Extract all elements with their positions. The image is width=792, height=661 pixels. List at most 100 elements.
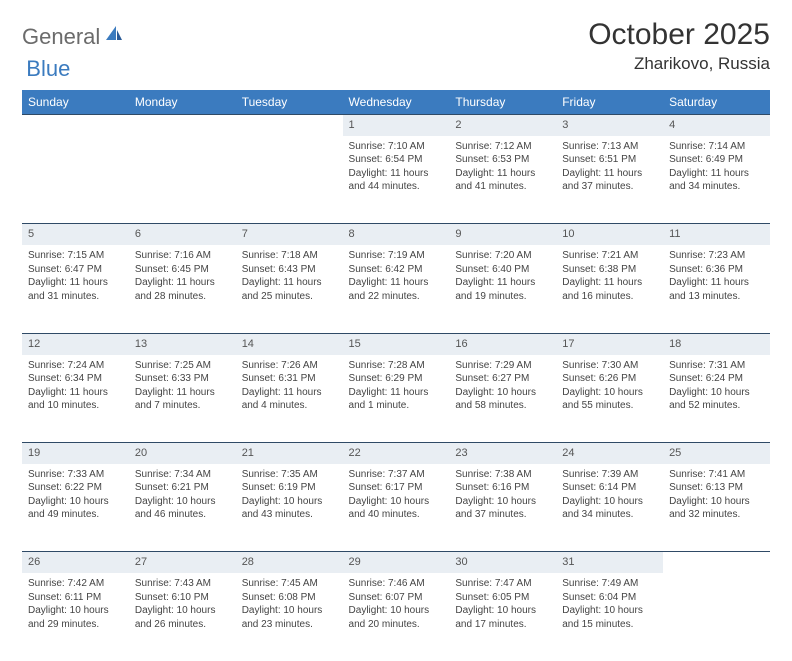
sunrise-text: Sunrise: 7:10 AM [349, 140, 444, 154]
day-cell [22, 136, 129, 224]
sunrise-text: Sunrise: 7:45 AM [242, 577, 337, 591]
daylight-text-1: Daylight: 11 hours [349, 276, 444, 290]
day-number: 15 [343, 333, 450, 354]
daylight-text-2: and 28 minutes. [135, 290, 230, 304]
daylight-text-2: and 29 minutes. [28, 618, 123, 632]
sunrise-text: Sunrise: 7:34 AM [135, 468, 230, 482]
day-content-row: Sunrise: 7:15 AMSunset: 6:47 PMDaylight:… [22, 245, 770, 333]
day-number-row: 12131415161718 [22, 333, 770, 354]
day-number: 10 [556, 224, 663, 245]
daylight-text-2: and 52 minutes. [669, 399, 764, 413]
logo: General [22, 24, 126, 50]
daylight-text-1: Daylight: 10 hours [455, 604, 550, 618]
day-cell: Sunrise: 7:26 AMSunset: 6:31 PMDaylight:… [236, 355, 343, 443]
daylight-text-2: and 34 minutes. [669, 180, 764, 194]
sunset-text: Sunset: 6:22 PM [28, 481, 123, 495]
day-cell [236, 136, 343, 224]
day-cell: Sunrise: 7:19 AMSunset: 6:42 PMDaylight:… [343, 245, 450, 333]
day-cell: Sunrise: 7:34 AMSunset: 6:21 PMDaylight:… [129, 464, 236, 552]
sunset-text: Sunset: 6:17 PM [349, 481, 444, 495]
daylight-text-2: and 1 minute. [349, 399, 444, 413]
sunrise-text: Sunrise: 7:28 AM [349, 359, 444, 373]
day-number: 22 [343, 443, 450, 464]
sunset-text: Sunset: 6:33 PM [135, 372, 230, 386]
weekday-header: Sunday [22, 90, 129, 115]
daylight-text-1: Daylight: 11 hours [669, 276, 764, 290]
sunrise-text: Sunrise: 7:26 AM [242, 359, 337, 373]
sunrise-text: Sunrise: 7:12 AM [455, 140, 550, 154]
daylight-text-1: Daylight: 11 hours [135, 276, 230, 290]
daylight-text-1: Daylight: 10 hours [135, 604, 230, 618]
sunrise-text: Sunrise: 7:21 AM [562, 249, 657, 263]
weekday-header: Friday [556, 90, 663, 115]
sunrise-text: Sunrise: 7:20 AM [455, 249, 550, 263]
day-cell: Sunrise: 7:14 AMSunset: 6:49 PMDaylight:… [663, 136, 770, 224]
sunset-text: Sunset: 6:24 PM [669, 372, 764, 386]
daylight-text-2: and 7 minutes. [135, 399, 230, 413]
daylight-text-1: Daylight: 10 hours [455, 386, 550, 400]
sunrise-text: Sunrise: 7:49 AM [562, 577, 657, 591]
day-number-row: 19202122232425 [22, 443, 770, 464]
sunrise-text: Sunrise: 7:46 AM [349, 577, 444, 591]
title-block: October 2025 Zharikovo, Russia [588, 18, 770, 74]
sunrise-text: Sunrise: 7:31 AM [669, 359, 764, 373]
sunset-text: Sunset: 6:21 PM [135, 481, 230, 495]
daylight-text-2: and 44 minutes. [349, 180, 444, 194]
sunset-text: Sunset: 6:40 PM [455, 263, 550, 277]
daylight-text-2: and 17 minutes. [455, 618, 550, 632]
day-content-row: Sunrise: 7:10 AMSunset: 6:54 PMDaylight:… [22, 136, 770, 224]
day-number: 26 [22, 552, 129, 573]
daylight-text-1: Daylight: 11 hours [669, 167, 764, 181]
daylight-text-1: Daylight: 10 hours [28, 604, 123, 618]
sunset-text: Sunset: 6:51 PM [562, 153, 657, 167]
daylight-text-2: and 41 minutes. [455, 180, 550, 194]
sunrise-text: Sunrise: 7:29 AM [455, 359, 550, 373]
weekday-header: Saturday [663, 90, 770, 115]
day-number: 20 [129, 443, 236, 464]
day-number [236, 115, 343, 136]
daylight-text-1: Daylight: 10 hours [242, 604, 337, 618]
sunset-text: Sunset: 6:07 PM [349, 591, 444, 605]
sunset-text: Sunset: 6:04 PM [562, 591, 657, 605]
sunrise-text: Sunrise: 7:38 AM [455, 468, 550, 482]
daylight-text-1: Daylight: 11 hours [28, 386, 123, 400]
weekday-header: Monday [129, 90, 236, 115]
day-number: 23 [449, 443, 556, 464]
sunset-text: Sunset: 6:27 PM [455, 372, 550, 386]
day-content-row: Sunrise: 7:33 AMSunset: 6:22 PMDaylight:… [22, 464, 770, 552]
sunset-text: Sunset: 6:26 PM [562, 372, 657, 386]
day-number: 9 [449, 224, 556, 245]
daylight-text-2: and 16 minutes. [562, 290, 657, 304]
day-number [663, 552, 770, 573]
daylight-text-2: and 43 minutes. [242, 508, 337, 522]
daylight-text-2: and 22 minutes. [349, 290, 444, 304]
day-cell: Sunrise: 7:15 AMSunset: 6:47 PMDaylight:… [22, 245, 129, 333]
day-number: 21 [236, 443, 343, 464]
day-cell: Sunrise: 7:35 AMSunset: 6:19 PMDaylight:… [236, 464, 343, 552]
day-cell: Sunrise: 7:30 AMSunset: 6:26 PMDaylight:… [556, 355, 663, 443]
day-cell: Sunrise: 7:18 AMSunset: 6:43 PMDaylight:… [236, 245, 343, 333]
daylight-text-1: Daylight: 11 hours [349, 167, 444, 181]
daylight-text-1: Daylight: 10 hours [28, 495, 123, 509]
sunset-text: Sunset: 6:31 PM [242, 372, 337, 386]
sunrise-text: Sunrise: 7:13 AM [562, 140, 657, 154]
day-number: 30 [449, 552, 556, 573]
day-cell: Sunrise: 7:20 AMSunset: 6:40 PMDaylight:… [449, 245, 556, 333]
sunset-text: Sunset: 6:10 PM [135, 591, 230, 605]
sunset-text: Sunset: 6:47 PM [28, 263, 123, 277]
day-number: 6 [129, 224, 236, 245]
daylight-text-2: and 55 minutes. [562, 399, 657, 413]
day-number: 14 [236, 333, 343, 354]
day-number: 2 [449, 115, 556, 136]
location: Zharikovo, Russia [588, 54, 770, 74]
day-number: 25 [663, 443, 770, 464]
calendar-table: SundayMondayTuesdayWednesdayThursdayFrid… [22, 90, 770, 661]
day-number: 19 [22, 443, 129, 464]
day-number: 13 [129, 333, 236, 354]
sunset-text: Sunset: 6:49 PM [669, 153, 764, 167]
sunset-text: Sunset: 6:45 PM [135, 263, 230, 277]
day-number: 18 [663, 333, 770, 354]
daylight-text-1: Daylight: 10 hours [562, 386, 657, 400]
sunset-text: Sunset: 6:38 PM [562, 263, 657, 277]
day-cell: Sunrise: 7:41 AMSunset: 6:13 PMDaylight:… [663, 464, 770, 552]
